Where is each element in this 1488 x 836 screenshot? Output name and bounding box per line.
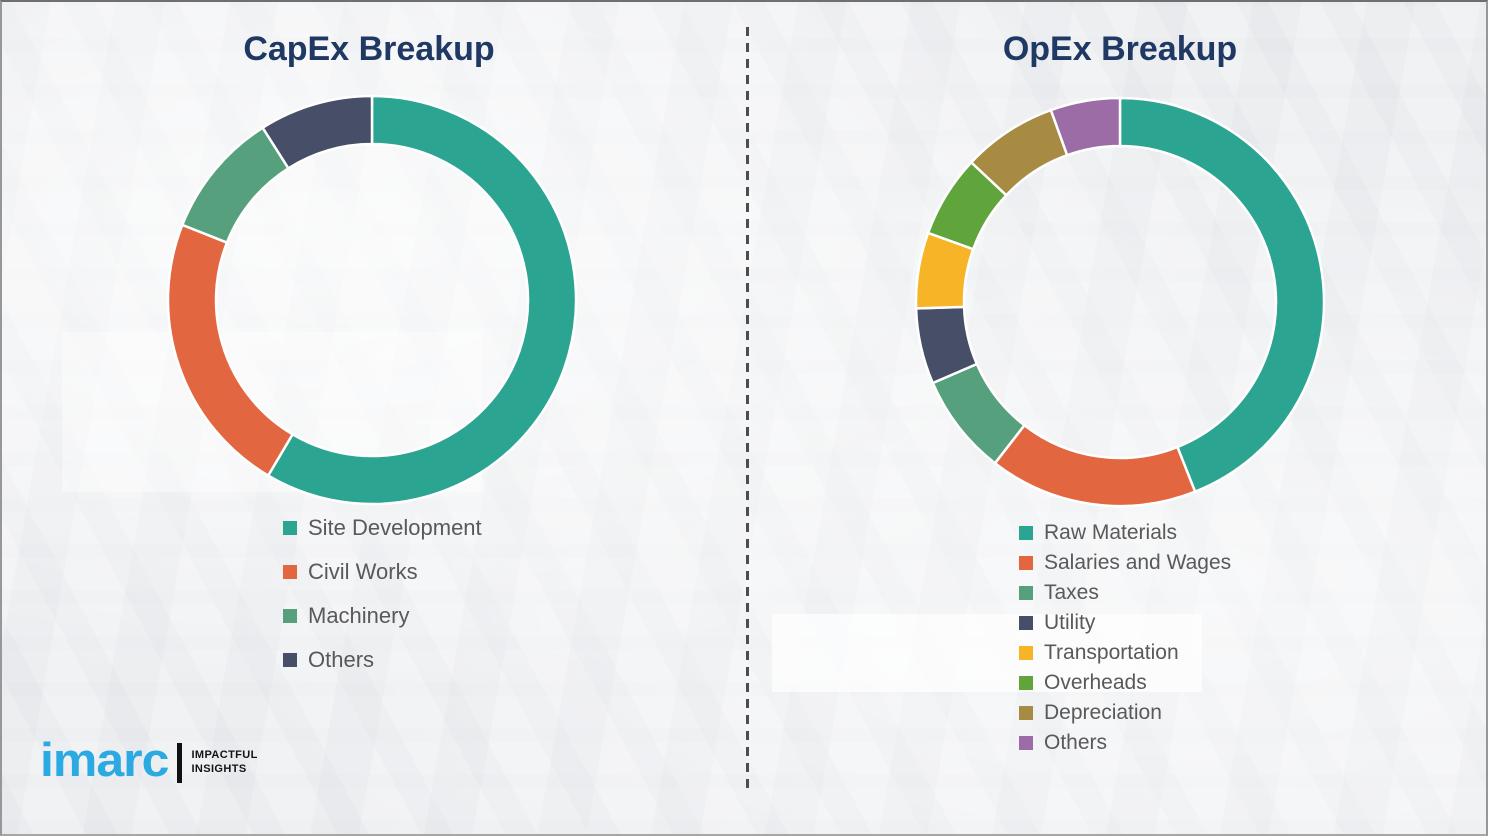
legend-swatch-overheads bbox=[1019, 675, 1033, 690]
donut-segment-others bbox=[1049, 96, 1122, 157]
legend-label: Others bbox=[1044, 730, 1108, 754]
donut-segment-civil-works bbox=[166, 223, 295, 478]
legend-item-salaries-and-wages: Salaries and Wages bbox=[1019, 550, 1231, 575]
donut-segment-raw-materials bbox=[1118, 96, 1326, 494]
legend-label: Site Development bbox=[308, 515, 482, 540]
donut-segment-salaries-and-wages bbox=[993, 423, 1197, 508]
imarc-logo-text: imarc bbox=[40, 733, 169, 787]
opex-donut-chart bbox=[914, 96, 1326, 508]
logo-tagline-line2: INSIGHTS bbox=[191, 763, 247, 775]
legend-swatch-utility bbox=[1019, 615, 1033, 630]
legend-item-site-development: Site Development bbox=[283, 515, 482, 540]
logo-tagline: IMPACTFUL INSIGHTS bbox=[191, 749, 257, 777]
legend-item-others: Others bbox=[283, 647, 482, 672]
opex-chart-title: OpEx Breakup bbox=[1002, 30, 1238, 68]
legend-label: Machinery bbox=[308, 603, 410, 628]
capex-chart-title: CapEx Breakup bbox=[243, 30, 495, 68]
logo-divider-bar bbox=[177, 743, 183, 783]
legend-item-machinery: Machinery bbox=[283, 603, 482, 628]
legend-swatch-others bbox=[283, 653, 297, 667]
legend-swatch-others bbox=[1019, 735, 1033, 750]
legend-item-civil-works: Civil Works bbox=[283, 559, 482, 584]
logo-tagline-line1: IMPACTFUL bbox=[191, 749, 258, 762]
legend-item-others: Others bbox=[1019, 730, 1231, 755]
legend-item-raw-materials: Raw Materials bbox=[1019, 520, 1231, 545]
legend-label: Taxes bbox=[1044, 580, 1099, 604]
opex-legend: Raw Materials Salaries and Wages Taxes Util… bbox=[1019, 520, 1231, 760]
capex-donut-chart bbox=[166, 94, 578, 506]
legend-label: Salaries and Wages bbox=[1044, 550, 1232, 574]
legend-label: Overheads bbox=[1044, 670, 1147, 694]
legend-label: Others bbox=[308, 647, 375, 672]
legend-swatch-raw-materials bbox=[1019, 525, 1033, 540]
legend-swatch-transportation bbox=[1019, 645, 1033, 660]
legend-swatch-taxes bbox=[1019, 585, 1033, 600]
legend-item-transportation: Transportation bbox=[1019, 640, 1231, 665]
imarc-logo: imarc IMPACTFUL INSIGHTS bbox=[40, 735, 258, 785]
legend-swatch-machinery bbox=[283, 609, 297, 623]
legend-label: Depreciation bbox=[1044, 700, 1162, 724]
legend-label: Utility bbox=[1044, 610, 1096, 634]
donut-segment-site-development bbox=[266, 94, 578, 506]
legend-item-taxes: Taxes bbox=[1019, 580, 1231, 605]
legend-swatch-salaries-and-wages bbox=[1019, 555, 1033, 570]
legend-swatch-civil-works bbox=[283, 565, 297, 579]
legend-label: Transportation bbox=[1044, 640, 1179, 664]
legend-item-overheads: Overheads bbox=[1019, 670, 1231, 695]
capex-legend: Site Development Civil Works Machinery Othe… bbox=[283, 515, 482, 692]
legend-swatch-site-development bbox=[283, 521, 297, 535]
legend-item-depreciation: Depreciation bbox=[1019, 700, 1231, 725]
legend-item-utility: Utility bbox=[1019, 610, 1231, 635]
legend-label: Raw Materials bbox=[1044, 520, 1178, 544]
legend-label: Civil Works bbox=[308, 559, 418, 584]
vertical-dashed-divider bbox=[746, 27, 749, 793]
donut-segment-others bbox=[260, 94, 374, 171]
legend-swatch-depreciation bbox=[1019, 705, 1033, 720]
